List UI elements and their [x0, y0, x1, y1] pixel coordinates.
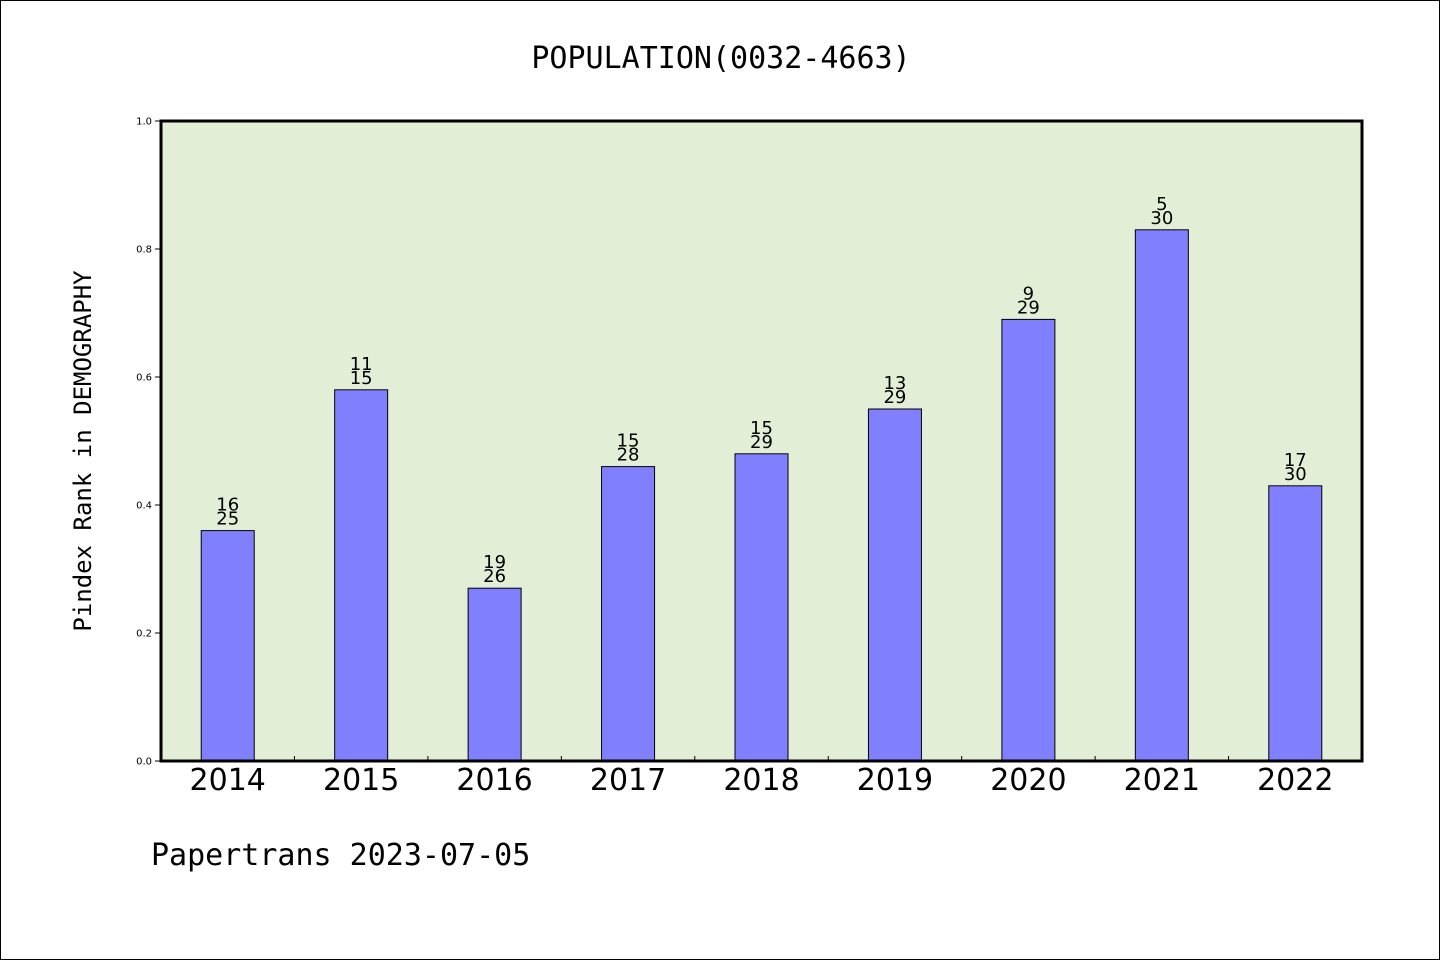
y-tick-label: 0.6: [136, 373, 152, 384]
bar-label-top: 17: [1284, 450, 1307, 471]
bar-label-bottom: 29: [1017, 297, 1040, 318]
x-axis: 2014 2015 2016 2017 2018 2019 2020 2021 2022: [190, 756, 1333, 798]
y-tick-label: 0.2: [136, 629, 152, 640]
x-tick-label: 2022: [1257, 763, 1333, 798]
bar-label-bottom: 30: [1150, 208, 1173, 229]
bar-label-bottom: 28: [617, 445, 640, 466]
bar-label-top: 5: [1156, 194, 1167, 215]
bar-label-bottom: 29: [750, 432, 773, 453]
y-tick-label: 0.8: [136, 245, 152, 256]
bar-label-top: 9: [1023, 283, 1034, 304]
bar-label-top: 19: [483, 552, 506, 573]
x-tick-label: 2019: [857, 763, 933, 798]
y-tick-label: 0.0: [136, 757, 152, 768]
bar-2019: [867, 408, 922, 762]
x-tick-label: 2021: [1124, 763, 1200, 798]
bar-2014: [200, 530, 255, 762]
bar-2015: [334, 389, 389, 762]
bar-label-top: 13: [883, 373, 906, 394]
bar-label-bottom: 15: [350, 368, 373, 389]
bar-label-top: 16: [216, 495, 239, 516]
bar-2016: [467, 587, 522, 762]
x-tick-label: 2015: [323, 763, 399, 798]
bar-2017: [601, 466, 656, 762]
y-axis-label: Pindex Rank in DEMOGRAPHY: [69, 270, 97, 632]
plot-border: [159, 119, 1364, 763]
bar-2018: [734, 453, 789, 762]
y-axis: 0.0 0.2 0.4 0.6 0.8 1.0: [136, 117, 161, 768]
bar-label-bottom: 30: [1284, 464, 1307, 485]
y-tick-label: 1.0: [136, 117, 152, 128]
bar-label-top: 11: [350, 354, 373, 375]
footer-credit: Papertrans 2023-07-05: [151, 838, 530, 873]
bar-label-bottom: 26: [483, 566, 506, 587]
bar-series: [200, 229, 1323, 762]
bar-label-top: 15: [617, 431, 640, 452]
x-tick-label: 2018: [723, 763, 799, 798]
chart-title: POPULATION(0032-4663): [531, 41, 910, 76]
bar-label-bottom: 29: [883, 387, 906, 408]
bar-2022: [1268, 485, 1323, 762]
x-tick-label: 2020: [990, 763, 1066, 798]
bar-2020: [1001, 318, 1056, 762]
bar-label-top: 15: [750, 418, 773, 439]
bar-2021: [1134, 229, 1189, 762]
x-tick-label: 2016: [456, 763, 532, 798]
bar-label-bottom: 25: [216, 509, 239, 530]
x-tick-label: 2017: [590, 763, 666, 798]
x-tick-label: 2014: [190, 763, 266, 798]
y-tick-label: 0.4: [136, 501, 152, 512]
